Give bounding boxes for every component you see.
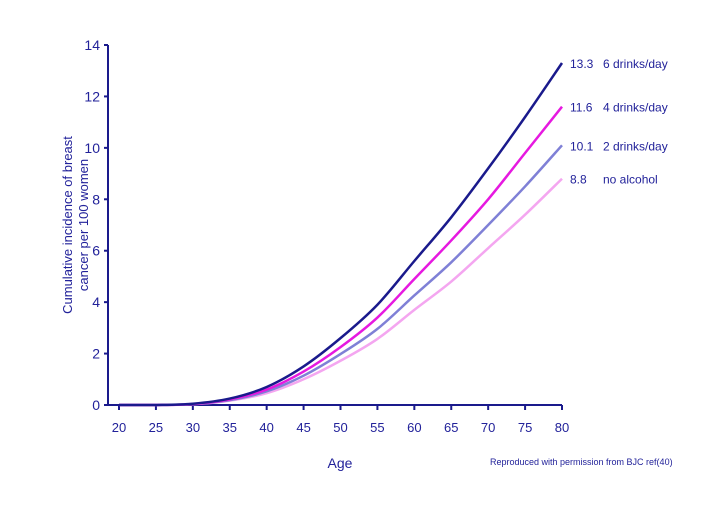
x-tick-label: 40 [259,420,273,435]
y-axis-label-line1: Cumulative incidence of breast [60,136,75,314]
x-tick-label: 60 [407,420,421,435]
end-value-label: 10.1 [570,139,594,153]
x-tick-label: 65 [444,420,458,435]
series-legend-label: 4 drinks/day [603,101,668,115]
y-tick-label: 2 [92,346,100,362]
y-tick-label: 10 [84,140,100,156]
y-tick-label: 12 [84,88,100,104]
x-tick-label: 80 [555,420,569,435]
series-line-2-drinks-day [119,144,563,407]
x-tick-label: 75 [518,420,532,435]
x-tick-label: 45 [296,420,310,435]
series-legend-label: 6 drinks/day [603,57,668,71]
series-line-6-drinks-day [119,62,564,407]
y-tick-label: 4 [92,294,100,310]
x-tick-label: 55 [370,420,384,435]
x-tick-label: 30 [186,420,200,435]
x-axis-label: Age [328,455,353,471]
y-tick-label: 14 [84,37,100,53]
y-tick-label: 0 [92,397,100,413]
y-tick-label: 8 [92,191,100,207]
end-value-label: 13.3 [570,57,594,71]
y-axis-label-line2: cancer per 100 women [76,159,91,291]
series-line-no-alcohol [119,177,563,407]
x-tick-label: 50 [333,420,347,435]
x-tick-label: 70 [481,420,495,435]
series-legend-label: no alcohol [603,173,658,187]
x-tick-label: 35 [223,420,237,435]
y-tick-label: 6 [92,243,100,259]
end-value-label: 11.6 [570,101,593,115]
x-tick-label: 20 [112,420,126,435]
x-tick-label: 25 [149,420,163,435]
end-value-label: 8.8 [570,173,587,187]
source-annotation: Reproduced with permission from BJC ref(… [490,457,673,467]
series-legend-label: 2 drinks/day [603,139,668,153]
